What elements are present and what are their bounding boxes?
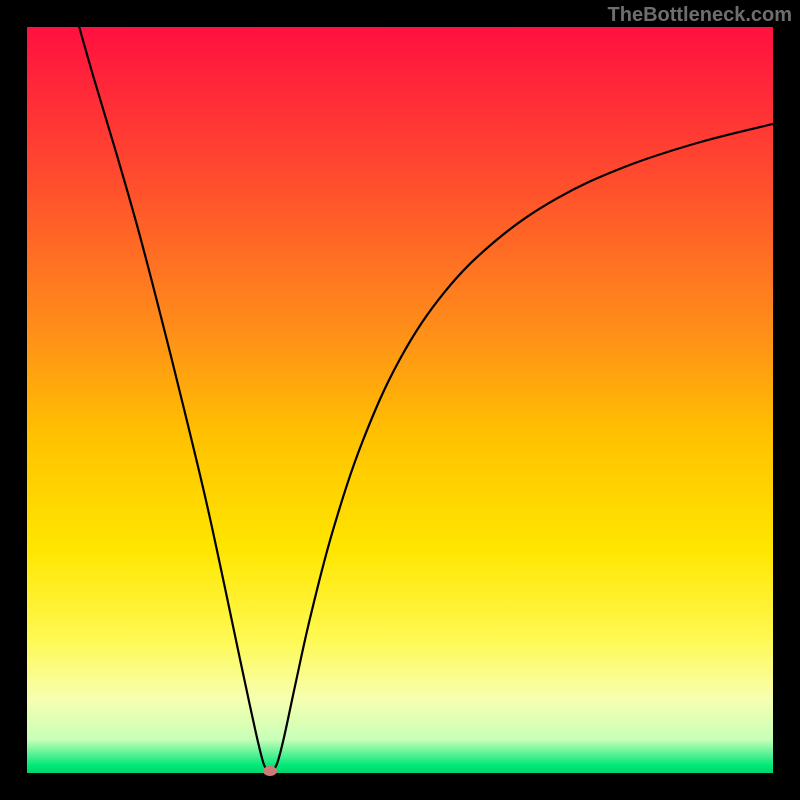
curve-layer — [27, 27, 773, 773]
curve-left — [79, 27, 267, 771]
curve-right — [273, 124, 773, 771]
min-point-marker — [263, 766, 277, 776]
chart-frame: TheBottleneck.com — [0, 0, 800, 800]
watermark-text: TheBottleneck.com — [608, 4, 792, 27]
